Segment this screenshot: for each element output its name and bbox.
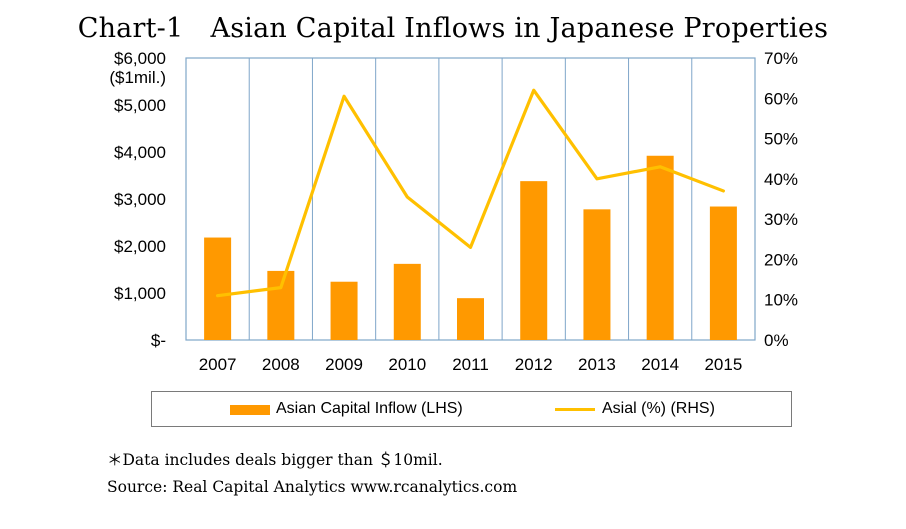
bar-2008 [267, 270, 295, 340]
left-tick-label: $2,000 [114, 237, 166, 256]
bar-2010 [393, 263, 421, 340]
bar-2014 [646, 155, 674, 340]
bar-2015 [709, 206, 737, 340]
x-tick-label-2008: 2008 [262, 355, 300, 374]
data-note: ＊Data includes deals bigger than ＄10mil. [107, 451, 443, 469]
x-tick-label-2013: 2013 [578, 355, 616, 374]
right-tick-label: 40% [764, 170, 798, 189]
bar-2011 [457, 298, 484, 340]
combo-chart: $- $1,000 $2,000 $3,000 $4,000 $5,000 $6,000($… [109, 49, 798, 374]
x-tick-label-2012: 2012 [515, 355, 553, 374]
legend-bar-swatch [230, 405, 270, 415]
right-tick-label: 0% [764, 331, 789, 350]
right-tick-label: 30% [764, 210, 798, 229]
right-tick-label: 70% [764, 49, 798, 68]
legend-line-swatch [555, 408, 595, 411]
bar-2007 [204, 237, 232, 340]
legend-bar-label: Asian Capital Inflow (LHS) [276, 400, 463, 417]
chart-title: Chart-1 Asian Capital Inflows in Japanes… [77, 13, 829, 44]
right-tick-label: 10% [764, 291, 798, 310]
x-tick-label-2007: 2007 [199, 355, 237, 374]
right-tick-label: 50% [764, 130, 798, 149]
left-tick-label: $- [151, 331, 166, 350]
x-tick-label-2015: 2015 [704, 355, 742, 374]
left-tick-label: $4,000 [114, 143, 166, 162]
source-note: Source: Real Capital Analytics www.rcana… [107, 478, 518, 496]
bar-2012 [520, 181, 548, 340]
x-tick-label-2010: 2010 [388, 355, 426, 374]
left-tick-label: $6,000 [114, 49, 166, 68]
left-axis-unit-label: ($1mil.) [109, 68, 166, 87]
x-tick-label-2011: 2011 [452, 355, 489, 374]
line-series-asial [216, 88, 725, 298]
right-tick-label: 20% [764, 250, 798, 269]
right-tick-label: 60% [764, 89, 798, 108]
chart-legend: Asian Capital Inflow (LHS) Asial (%) (RH… [151, 391, 792, 427]
legend-line-label: Asial (%) (RHS) [602, 400, 715, 417]
x-tick-label-2014: 2014 [641, 355, 679, 374]
left-tick-label: $3,000 [114, 190, 166, 209]
bar-2013 [583, 209, 611, 340]
left-tick-label: $5,000 [114, 96, 166, 115]
bar-2009 [330, 281, 358, 340]
left-tick-label: $1,000 [114, 284, 166, 303]
x-tick-label-2009: 2009 [325, 355, 363, 374]
